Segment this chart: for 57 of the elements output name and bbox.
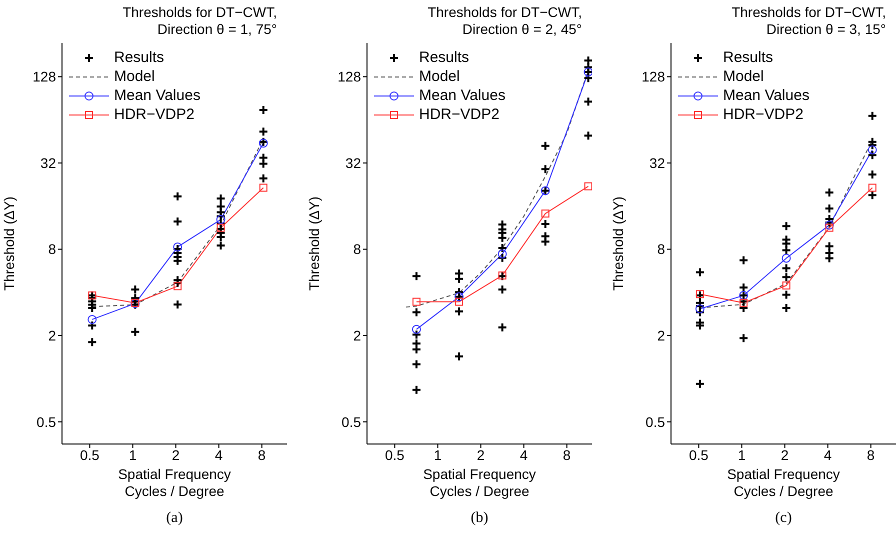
chart-subtitle: Direction θ = 1, 75° [156, 21, 277, 38]
x-tick-label: 2 [172, 446, 180, 463]
legend-label: Model [723, 68, 764, 85]
text: (b) [470, 510, 490, 527]
x-tick-label: 1 [434, 446, 442, 463]
x-tick-label: 0.5 [384, 446, 405, 463]
legend-label: HDR−VDP2 [723, 106, 804, 123]
legend-label: Mean Values [723, 87, 810, 104]
x-tick-label: 4 [214, 446, 223, 463]
y-tick-label: 8 [48, 241, 56, 258]
chart-title: Thresholds for DT−CWT, [428, 4, 582, 21]
x-axis-title: Spatial Frequency Cycles / Degree [726, 466, 841, 500]
x-axis-title: Spatial Frequency Cycles / Degree [422, 466, 537, 500]
x-tick-label: 2 [476, 446, 485, 463]
y-axis-title: Threshold (ΔY) [0, 196, 17, 291]
legend-label: Model [419, 68, 460, 85]
y-tick-label: 0.5 [36, 414, 56, 430]
legend-label: Results [419, 49, 470, 66]
y-tick-label: 8 [353, 241, 362, 258]
y-tick-label: 0.5 [342, 414, 362, 430]
chart-title: Thresholds for DT−CWT, [122, 4, 277, 21]
x-axis-title: Spatial Frequency Cycles / Degree [117, 466, 232, 500]
legend-label: HDR−VDP2 [419, 106, 500, 123]
x-tick-label: 8 [866, 446, 875, 463]
legend-label: Model [114, 68, 155, 85]
x-tick-label: 2 [780, 446, 789, 463]
y-tick-label: 128 [338, 68, 362, 85]
x-tick-label: 4 [824, 446, 832, 463]
x-tick-label: 1 [738, 446, 746, 463]
x-tick-label: 0.5 [688, 446, 709, 463]
y-tick-label: 128 [32, 68, 56, 85]
y-tick-label: 2 [48, 328, 56, 344]
y-axis-title: Threshold (ΔY) [306, 196, 322, 291]
y-tick-label: 128 [642, 68, 666, 85]
text: (a) [165, 510, 184, 527]
legend-label: Mean Values [114, 87, 200, 104]
y-tick-label: 0.5 [646, 414, 666, 430]
legend-label: HDR−VDP2 [114, 106, 194, 123]
y-axis-title: Threshold (ΔY) [610, 196, 626, 291]
x-tick-label: 8 [258, 446, 266, 463]
y-tick-label: 2 [353, 328, 362, 344]
x-tick-label: 8 [562, 446, 571, 463]
y-tick-label: 8 [657, 241, 666, 258]
x-tick-label: 4 [520, 446, 528, 463]
legend-label: Mean Values [419, 87, 506, 104]
legend-label: Results [723, 49, 774, 66]
x-tick-label: 1 [128, 446, 137, 463]
chart-title: Thresholds for DT−CWT, [732, 4, 886, 21]
x-tick-label: 0.5 [80, 446, 100, 463]
chart-subtitle: Direction θ = 2, 45° [461, 21, 582, 38]
chart-subtitle: Direction θ = 3, 15° [765, 21, 886, 38]
text: (c) [774, 510, 793, 527]
legend-label: Results [114, 49, 164, 66]
y-tick-label: 2 [657, 328, 666, 344]
y-tick-label: 32 [345, 154, 362, 171]
y-tick-label: 32 [40, 154, 56, 171]
y-tick-label: 32 [649, 154, 666, 171]
